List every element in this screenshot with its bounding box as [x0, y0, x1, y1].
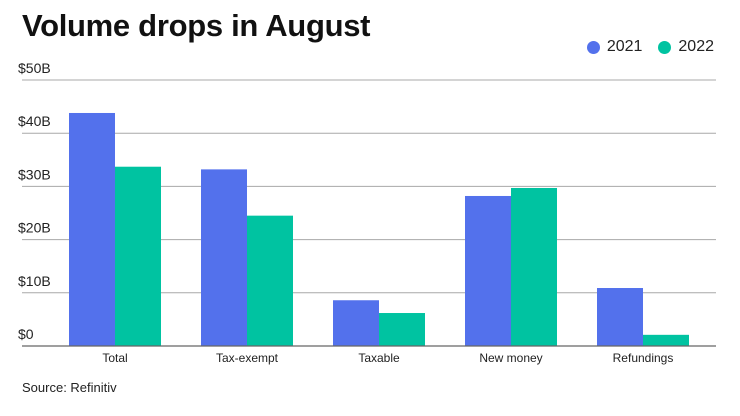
bar-2021	[597, 288, 643, 346]
x-tick-label: Taxable	[358, 351, 400, 365]
y-tick-label: $30B	[18, 166, 51, 182]
bar-2022	[511, 187, 557, 346]
y-tick-label: $10B	[18, 273, 51, 289]
bar-2022	[247, 215, 293, 346]
chart-title: Volume drops in August	[22, 8, 371, 43]
legend-swatch-2021	[586, 40, 600, 54]
legend-item-2022: 2022	[658, 38, 714, 56]
legend-swatch-2022	[658, 40, 672, 54]
x-tick-label: Total	[102, 351, 127, 365]
x-tick-label: Refundings	[613, 351, 674, 365]
bar-2021	[333, 300, 379, 346]
y-tick-label: $20B	[18, 220, 51, 236]
legend-label-2021: 2021	[606, 38, 643, 55]
y-tick-label: $0	[18, 326, 34, 342]
y-tick-label: $50B	[18, 60, 51, 76]
y-tick-label: $40B	[18, 113, 51, 129]
bar-2021	[201, 169, 247, 346]
x-tick-label: Tax-exempt	[216, 351, 279, 365]
bar-2021	[465, 195, 511, 346]
bar-2022	[643, 334, 689, 346]
source-note: Source: Refinitiv	[22, 380, 117, 395]
bar-2022	[379, 313, 425, 346]
legend-item-2021: 2021	[586, 38, 643, 56]
legend-label-2022: 2022	[678, 38, 714, 55]
bar-2022	[115, 166, 161, 346]
chart-legend: 2021 2022	[571, 38, 714, 56]
bar-2021	[69, 112, 115, 346]
x-tick-label: New money	[479, 351, 542, 365]
